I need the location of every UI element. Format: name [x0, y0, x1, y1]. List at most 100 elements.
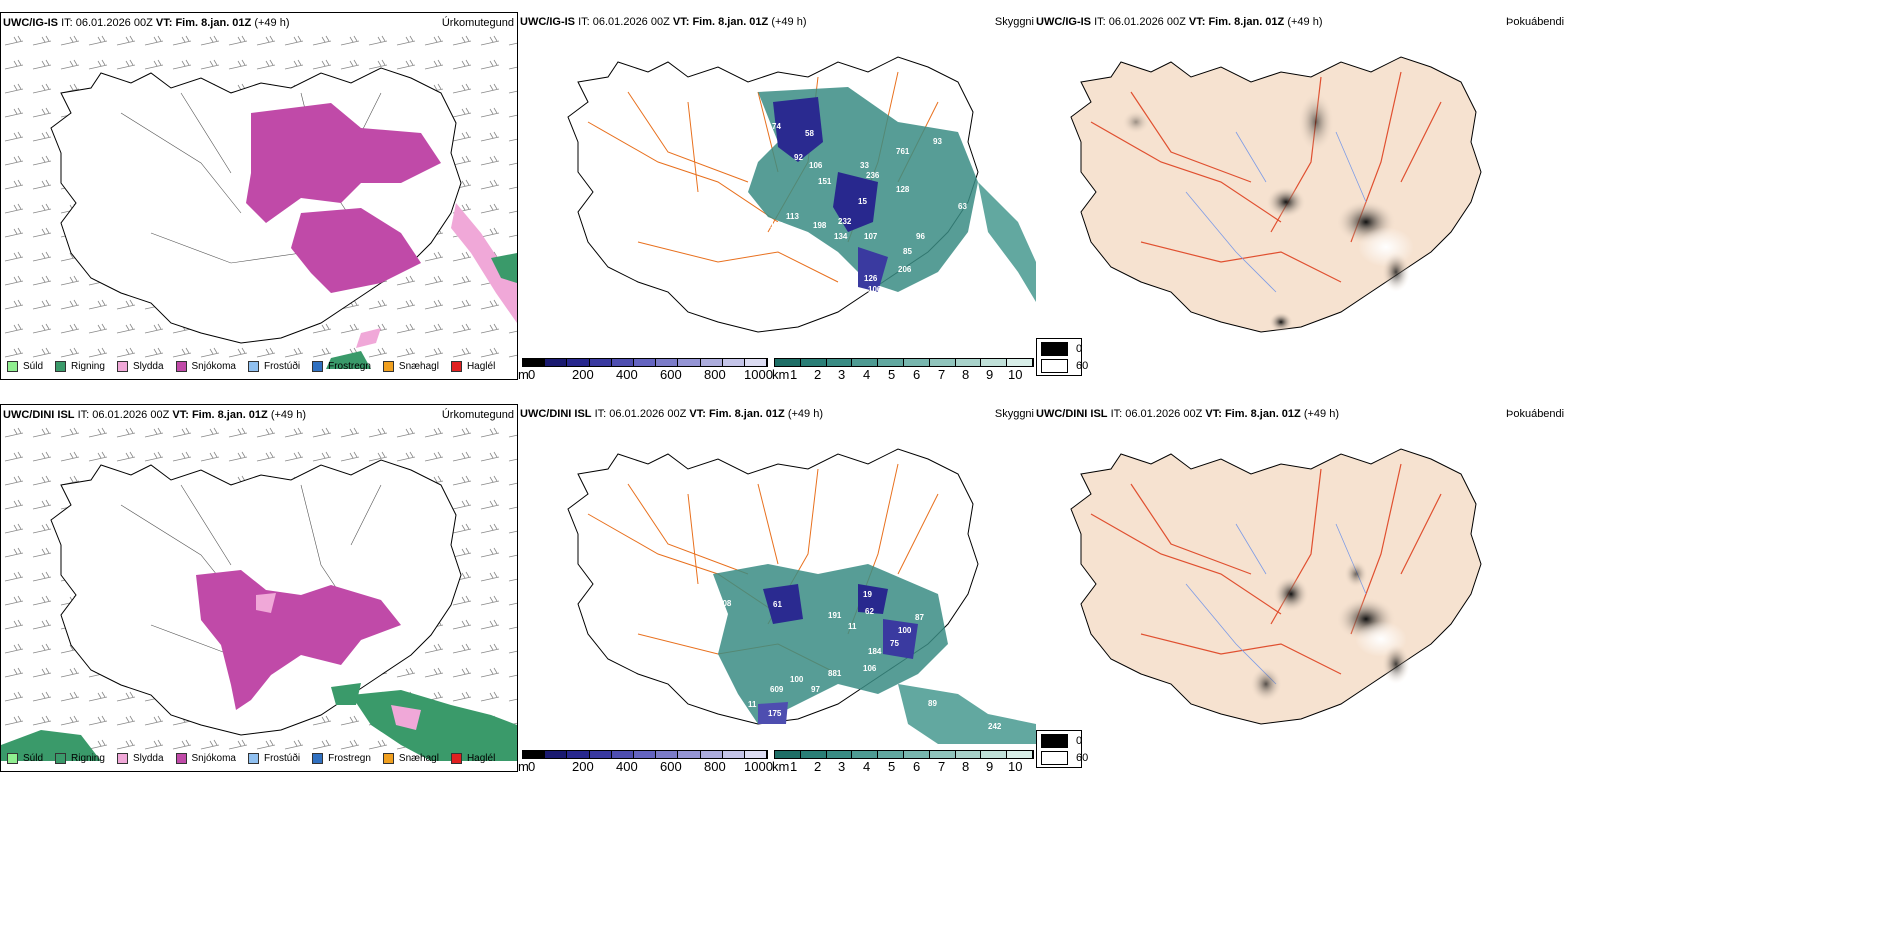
low-ceiling [758, 702, 788, 724]
ceiling-label: 175 [768, 709, 782, 718]
fog-map [1070, 448, 1482, 725]
visibility-map: 408 61 19 191 62 87 100 75 184 106 881 1… [567, 448, 1036, 744]
ceiling-label: 107 [864, 232, 878, 241]
legend-item: Súld [7, 753, 43, 764]
precip-legend: Súld Rigning Slydda Snjókoma Frostúði Fr… [7, 753, 495, 764]
ceiling-label: 97 [811, 685, 820, 694]
colorbar-segment [775, 751, 801, 758]
visibility-scale: km 1 2 3 4 5 6 7 8 9 10 [772, 358, 1034, 382]
rain-area [1, 730, 101, 761]
colorbar-segment [589, 359, 612, 366]
ceiling-label: 85 [903, 247, 912, 256]
snow-area [246, 103, 441, 223]
rain-area [491, 253, 517, 283]
colorbar-segment [744, 751, 768, 758]
colorbar-segment [800, 359, 827, 366]
colorbar-segment [929, 359, 956, 366]
ceiling-label: 206 [898, 265, 912, 274]
ceiling-label: 128 [896, 185, 910, 194]
panel-title: Þokuábendi [1506, 408, 1565, 420]
ceiling-label: 113 [786, 212, 799, 221]
legend-item: Frostregn [312, 361, 371, 372]
visibility-scale-labels: km 1 2 3 4 5 6 7 8 9 10 [772, 367, 1023, 382]
colorbar-segment [878, 751, 904, 758]
panel-title: Úrkomutegund [441, 409, 514, 421]
colorbar-segment [611, 751, 634, 758]
legend-item: Snjókoma [175, 753, 236, 764]
fog-map [1070, 56, 1482, 333]
ceiling-label: 61 [773, 600, 782, 609]
sleet-area [451, 203, 517, 323]
colorbar-segment [852, 751, 879, 758]
low-ceiling [858, 584, 888, 614]
colorbar-segment [589, 751, 612, 758]
ceiling-colorbar [522, 750, 768, 759]
visibility-map: 74 58 92 106 151 113 146 198 232 134 107… [567, 56, 1036, 333]
legend-item: Frostregn [312, 753, 371, 764]
legend-item: Haglél [450, 361, 495, 372]
ceiling-value-labels: 408 61 19 191 62 87 100 75 184 106 881 1… [718, 590, 1002, 731]
ceiling-label: 62 [865, 607, 874, 616]
colorbar-segment [656, 751, 679, 758]
ceiling-label: 408 [718, 599, 732, 608]
colorbar-segment [903, 359, 930, 366]
legend-item: Frostúði [247, 361, 300, 372]
ceiling-label: 106 [863, 664, 877, 673]
precip-type-panel-top: UWC/IG-IS IT: 06.01.2026 00Z VT: Fim. 8.… [0, 12, 518, 380]
ceiling-value-labels: 74 58 92 106 151 113 146 198 232 134 107… [770, 122, 967, 294]
colorbar-segment [1007, 359, 1033, 366]
ceiling-scale: m 0 200 400 600 800 1000 [518, 750, 773, 774]
panel-title: Þokuábendi [1506, 16, 1565, 28]
precip-map [1, 33, 517, 369]
ceiling-label: 191 [828, 611, 842, 620]
panel-header: UWC/DINI ISL IT: 06.01.2026 00Z VT: Fim.… [1036, 408, 1339, 420]
ceiling-scale-labels: m 0 200 400 600 800 1000 [518, 367, 773, 382]
ceiling-label: 106 [868, 285, 882, 294]
ceiling-label: 63 [958, 202, 967, 211]
ceiling-label: 236 [866, 171, 880, 180]
visibility-colorbar [774, 358, 1034, 367]
sleet-area [391, 705, 421, 730]
legend-item: Frostúði [247, 753, 300, 764]
colorbar-segment [700, 359, 723, 366]
ceiling-colorbar [522, 358, 768, 367]
colorbar-segment [826, 751, 853, 758]
ceiling-label: 74 [772, 122, 781, 131]
ceiling-label: 93 [933, 137, 942, 146]
colorbar-segment [800, 751, 827, 758]
low-ceiling [858, 247, 888, 292]
colorbar-segment [878, 359, 904, 366]
ceiling-label: 33 [860, 161, 869, 170]
ceiling-label: 151 [818, 177, 832, 186]
panel-title: Skyggni [994, 16, 1034, 28]
visibility-scale-labels: km 1 2 3 4 5 6 7 8 9 10 [772, 759, 1023, 774]
colorbar-segment [678, 751, 701, 758]
colorbar-segment [545, 359, 568, 366]
fog-legend: 0 60 [1036, 730, 1088, 768]
ceiling-label: 19 [863, 590, 872, 599]
ceiling-label: 89 [928, 699, 937, 708]
visibility-panel-top: UWC/IG-IS IT: 06.01.2026 00Z VT: Fim. 8.… [518, 12, 1036, 382]
legend-item: Súld [7, 361, 43, 372]
precip-legend: Súld Rigning Slydda Snjókoma Frostúði Fr… [7, 361, 495, 372]
legend-item: Rigning [55, 361, 105, 372]
ceiling-label: 58 [805, 129, 814, 138]
legend-item: Slydda [116, 753, 164, 764]
colorbar-segment [903, 751, 930, 758]
fog-legend: 0 60 [1036, 338, 1088, 376]
colorbar-segment [611, 359, 634, 366]
panel-title: Skyggni [994, 408, 1034, 420]
colorbar-segment [955, 751, 982, 758]
colorbar-segment [981, 359, 1008, 366]
low-ceiling [833, 172, 878, 232]
ceiling-label: 96 [916, 232, 925, 241]
colorbar-segment [929, 751, 956, 758]
panel-title: Úrkomutegund [441, 17, 514, 29]
legend-item: Rigning [55, 753, 105, 764]
ceiling-label: 609 [770, 685, 784, 694]
low-vis-area [898, 684, 1036, 744]
colorbar-segment [545, 751, 568, 758]
ceiling-label: 146 [770, 221, 784, 230]
colorbar-segment [852, 359, 879, 366]
colorbar-segment [722, 359, 745, 366]
